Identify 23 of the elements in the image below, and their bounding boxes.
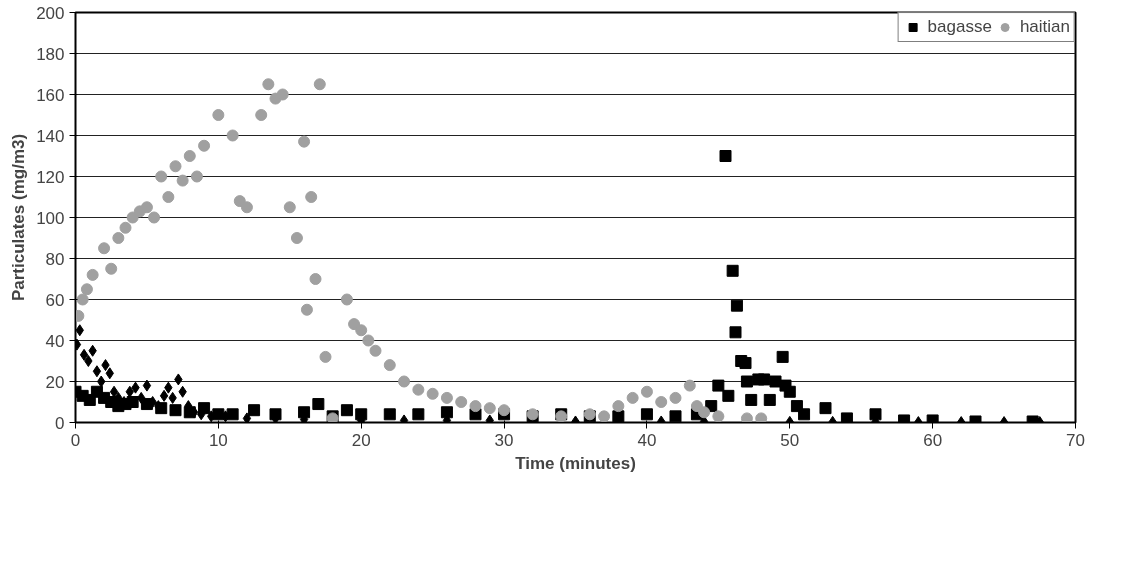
y-tick-label: 160 bbox=[36, 85, 65, 105]
x-tick-label: 60 bbox=[923, 430, 943, 450]
x-tick-label: 30 bbox=[494, 430, 514, 450]
y-tick-label: 100 bbox=[36, 208, 65, 228]
x-tick-label: 70 bbox=[1066, 430, 1085, 450]
x-tick-label: 0 bbox=[70, 430, 81, 450]
x-axis-title: Time (minutes) bbox=[515, 453, 636, 473]
y-axis-title: Particulates (mg/m3) bbox=[9, 133, 29, 302]
x-tick-label: 20 bbox=[351, 430, 371, 450]
y-tick-label: 40 bbox=[45, 331, 65, 351]
x-tick-label: 50 bbox=[780, 430, 800, 450]
legend-label: bagasse bbox=[927, 17, 992, 37]
y-tick-label: 120 bbox=[36, 167, 65, 187]
legend-label: haitian bbox=[1019, 17, 1070, 37]
y-tick-label: 80 bbox=[45, 249, 65, 269]
y-tick-label: 180 bbox=[36, 44, 65, 64]
y-tick-label: 60 bbox=[45, 290, 65, 310]
x-tick-label: 40 bbox=[637, 430, 657, 450]
y-tick-label: 200 bbox=[36, 3, 65, 23]
x-tick-label: 10 bbox=[208, 430, 228, 450]
y-tick-label: 20 bbox=[45, 372, 65, 392]
y-tick-label: 0 bbox=[55, 413, 65, 433]
y-tick-label: 140 bbox=[36, 126, 65, 146]
